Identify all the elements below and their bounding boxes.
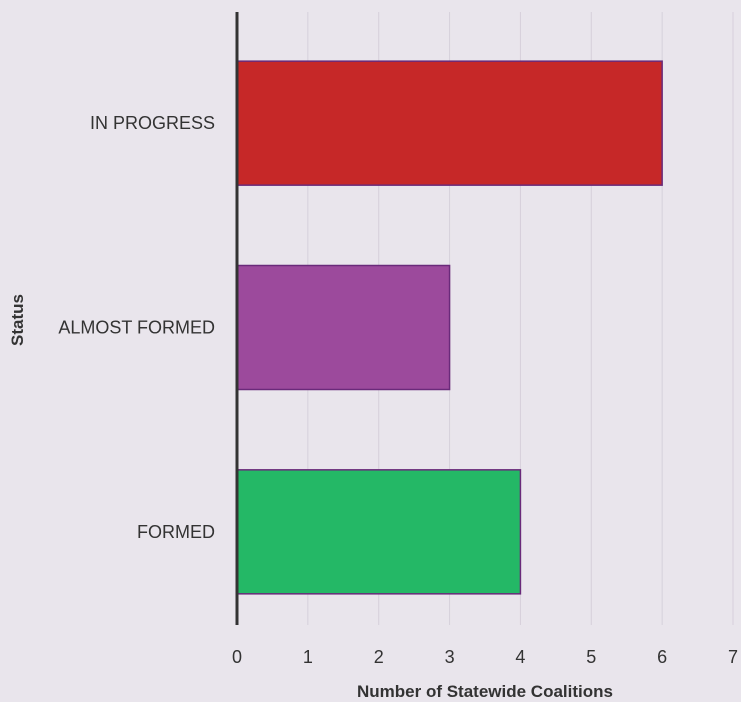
category-label: IN PROGRESS [90,113,215,133]
x-tick-label: 1 [303,647,313,667]
x-tick-label: 2 [374,647,384,667]
category-labels: IN PROGRESS ALMOST FORMED FORMED [58,113,215,542]
x-axis-title: Number of Statewide Coalitions [357,682,613,701]
x-tick-label: 3 [445,647,455,667]
category-label: ALMOST FORMED [58,318,215,338]
x-tick-label: 4 [515,647,525,667]
bar [236,264,451,391]
x-tick-labels: 0 1 2 3 4 5 6 7 [232,647,738,667]
bars [236,60,663,595]
x-tick-label: 7 [728,647,738,667]
x-tick-label: 0 [232,647,242,667]
bar [236,60,663,186]
x-tick-label: 6 [657,647,667,667]
category-label: FORMED [137,522,215,542]
bar [236,469,522,595]
y-axis-title: Status [8,294,27,346]
x-tick-label: 5 [586,647,596,667]
